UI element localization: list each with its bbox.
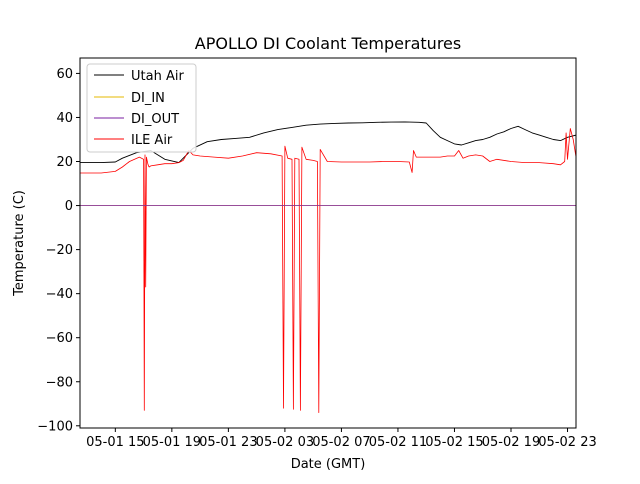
series-line-utah-air [80,121,576,164]
plot-frame [79,57,577,429]
x-tick-label: 05-02 07 [312,435,370,450]
y-tick-label: −80 [46,375,73,390]
y-tick-label: −40 [46,287,73,302]
y-tick-label: 60 [56,67,73,82]
x-tick-label: 05-01 19 [143,435,201,450]
x-tick-label: 05-02 11 [369,435,427,450]
legend-label-di-out: DI_OUT [131,112,179,127]
x-tick-label: 05-01 23 [199,435,257,450]
y-tick-label: 40 [56,111,73,126]
chart-title: APOLLO DI Coolant Temperatures [195,34,461,53]
x-tick-label: 05-01 15 [86,435,144,450]
legend-label-utah-air: Utah Air [131,69,184,84]
x-tick-label: 05-02 15 [425,435,483,450]
y-tick-label: 0 [65,199,73,214]
y-axis-label: Temperature (C) [12,190,27,297]
series-line-ile-air [80,128,576,414]
legend-box [86,63,197,153]
series-layer [80,121,576,414]
legend-label-ile-air: ILE Air [131,133,173,148]
x-tick-label: 05-02 19 [482,435,540,450]
legend: Utah Air DI_IN DI_OUT ILE Air [86,63,197,153]
y-tick-label: −20 [46,243,73,258]
legend-label-di-in: DI_IN [131,91,165,106]
x-tick-label: 05-02 03 [256,435,314,450]
x-tick-label: 05-02 23 [538,435,596,450]
y-tick-label: 20 [56,155,73,170]
y-tick-label: −60 [46,331,73,346]
x-axis-label: Date (GMT) [291,457,366,472]
y-tick-label: −100 [37,419,73,434]
